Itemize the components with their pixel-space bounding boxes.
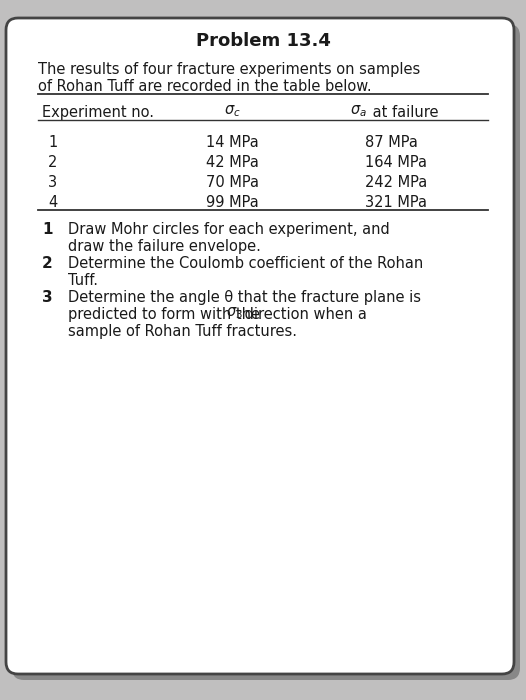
Text: 164 MPa: 164 MPa	[365, 155, 427, 170]
Text: 242 MPa: 242 MPa	[365, 175, 427, 190]
FancyBboxPatch shape	[12, 24, 520, 680]
FancyBboxPatch shape	[6, 18, 514, 674]
Text: draw the failure envelope.: draw the failure envelope.	[68, 239, 261, 254]
Text: $\sigma_3$: $\sigma_3$	[226, 305, 243, 321]
Text: sample of Rohan Tuff fractures.: sample of Rohan Tuff fractures.	[68, 324, 297, 339]
Text: Determine the Coulomb coefficient of the Rohan: Determine the Coulomb coefficient of the…	[68, 256, 423, 271]
Text: 1: 1	[42, 222, 53, 237]
Text: $\sigma_c$: $\sigma_c$	[224, 103, 240, 119]
Text: 321 MPa: 321 MPa	[365, 195, 427, 210]
Text: 42 MPa: 42 MPa	[206, 155, 258, 170]
Text: 14 MPa: 14 MPa	[206, 135, 258, 150]
Text: 87 MPa: 87 MPa	[365, 135, 418, 150]
Text: Problem 13.4: Problem 13.4	[196, 32, 330, 50]
Text: 2: 2	[48, 155, 57, 170]
Text: 1: 1	[48, 135, 57, 150]
Text: 2: 2	[42, 256, 53, 271]
Text: 3: 3	[42, 290, 53, 305]
Text: at failure: at failure	[368, 105, 439, 120]
Text: Determine the angle θ that the fracture plane is: Determine the angle θ that the fracture …	[68, 290, 421, 305]
Text: Draw Mohr circles for each experiment, and: Draw Mohr circles for each experiment, a…	[68, 222, 390, 237]
Text: 3: 3	[48, 175, 57, 190]
Text: $\sigma_a$: $\sigma_a$	[350, 103, 367, 119]
Text: 70 MPa: 70 MPa	[206, 175, 258, 190]
Text: direction when a: direction when a	[240, 307, 367, 322]
Text: Experiment no.: Experiment no.	[42, 105, 154, 120]
Text: predicted to form with the: predicted to form with the	[68, 307, 265, 322]
Text: 4: 4	[48, 195, 57, 210]
Text: 99 MPa: 99 MPa	[206, 195, 258, 210]
Text: Tuff.: Tuff.	[68, 273, 98, 288]
Text: The results of four fracture experiments on samples: The results of four fracture experiments…	[38, 62, 420, 77]
Text: of Rohan Tuff are recorded in the table below.: of Rohan Tuff are recorded in the table …	[38, 79, 372, 94]
